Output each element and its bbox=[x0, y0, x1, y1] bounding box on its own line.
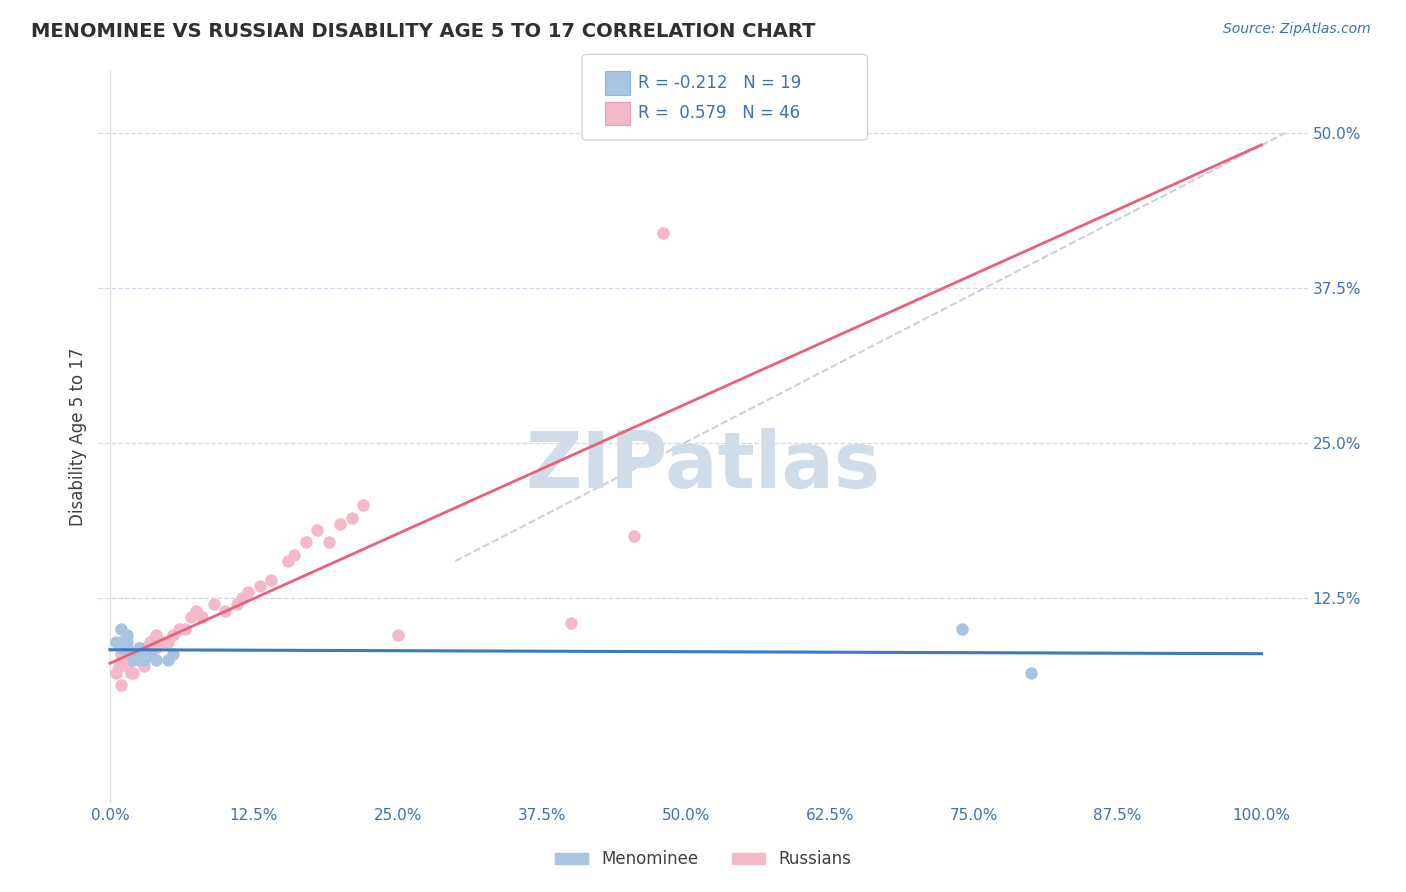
Point bbox=[120, 665, 142, 680]
Point bbox=[134, 647, 156, 661]
Point bbox=[191, 610, 214, 624]
Point bbox=[104, 634, 127, 648]
Point bbox=[145, 628, 167, 642]
Point bbox=[122, 665, 145, 680]
Point bbox=[560, 615, 582, 630]
Text: Source: ZipAtlas.com: Source: ZipAtlas.com bbox=[1223, 22, 1371, 37]
Point bbox=[139, 647, 162, 661]
Point bbox=[110, 647, 132, 661]
Point bbox=[173, 622, 195, 636]
Point bbox=[277, 554, 299, 568]
Point bbox=[134, 653, 156, 667]
Point bbox=[128, 653, 150, 667]
Point bbox=[110, 634, 132, 648]
Point bbox=[139, 647, 162, 661]
Point bbox=[162, 647, 184, 661]
Point bbox=[115, 653, 138, 667]
Point bbox=[128, 640, 150, 655]
Point bbox=[329, 516, 352, 531]
Point bbox=[214, 604, 236, 618]
Point bbox=[128, 640, 150, 655]
Point bbox=[104, 665, 127, 680]
Point bbox=[115, 628, 138, 642]
Point bbox=[651, 226, 673, 240]
Point bbox=[202, 598, 225, 612]
Text: R = -0.212   N = 19: R = -0.212 N = 19 bbox=[638, 74, 801, 92]
Point bbox=[124, 647, 146, 661]
Point bbox=[112, 653, 135, 667]
Point bbox=[307, 523, 329, 537]
Point bbox=[122, 653, 145, 667]
Point bbox=[115, 634, 138, 648]
Point bbox=[110, 640, 132, 655]
Point bbox=[294, 535, 316, 549]
Point bbox=[340, 510, 363, 524]
Y-axis label: Disability Age 5 to 17: Disability Age 5 to 17 bbox=[69, 348, 87, 526]
Point bbox=[150, 634, 173, 648]
Point bbox=[110, 678, 132, 692]
Point bbox=[110, 622, 132, 636]
Point bbox=[387, 628, 409, 642]
Point bbox=[128, 653, 150, 667]
Point bbox=[283, 548, 305, 562]
Point bbox=[108, 659, 131, 673]
Text: R =  0.579   N = 46: R = 0.579 N = 46 bbox=[638, 104, 800, 122]
Point bbox=[115, 659, 138, 673]
Point bbox=[318, 535, 340, 549]
Point bbox=[186, 604, 208, 618]
Point bbox=[236, 585, 259, 599]
Point bbox=[1019, 665, 1042, 680]
Point bbox=[134, 640, 156, 655]
Legend: Menominee, Russians: Menominee, Russians bbox=[548, 844, 858, 875]
Point bbox=[950, 622, 973, 636]
Point bbox=[167, 622, 190, 636]
Text: ZIPatlas: ZIPatlas bbox=[526, 428, 880, 504]
Point bbox=[139, 634, 162, 648]
Point bbox=[180, 610, 202, 624]
Point bbox=[115, 640, 138, 655]
Point bbox=[231, 591, 253, 606]
Point bbox=[122, 647, 145, 661]
Point bbox=[134, 659, 156, 673]
Point bbox=[156, 653, 179, 667]
Point bbox=[145, 640, 167, 655]
Text: MENOMINEE VS RUSSIAN DISABILITY AGE 5 TO 17 CORRELATION CHART: MENOMINEE VS RUSSIAN DISABILITY AGE 5 TO… bbox=[31, 22, 815, 41]
Point bbox=[122, 653, 145, 667]
Point bbox=[145, 653, 167, 667]
Point bbox=[623, 529, 645, 543]
Point bbox=[162, 628, 184, 642]
Point bbox=[249, 579, 271, 593]
Point bbox=[225, 598, 247, 612]
Point bbox=[352, 498, 374, 512]
Point bbox=[156, 634, 179, 648]
Point bbox=[260, 573, 283, 587]
